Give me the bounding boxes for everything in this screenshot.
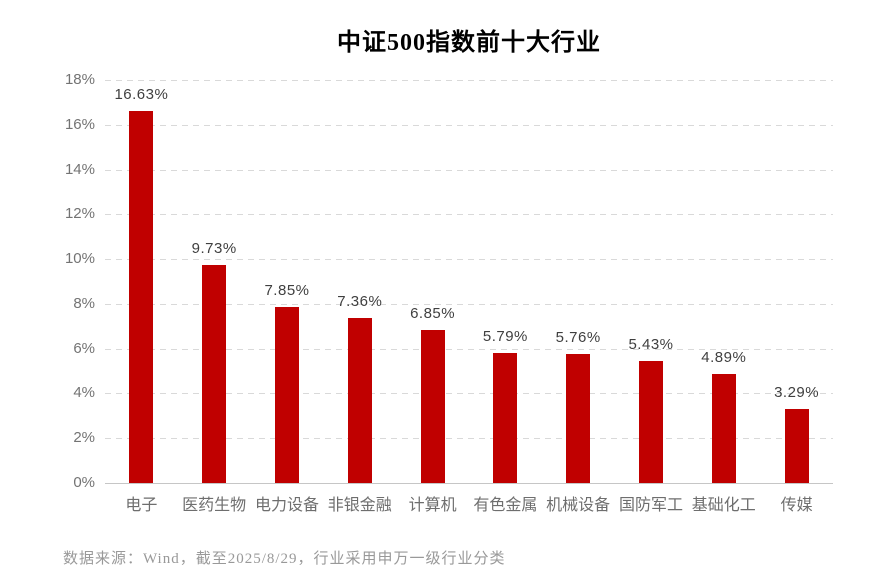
bar-value-label: 7.36% [337, 293, 383, 311]
bar-value-label: 3.29% [774, 384, 820, 402]
gridline [105, 393, 833, 395]
bar [784, 409, 809, 483]
bar [711, 373, 736, 483]
gridline [105, 169, 833, 171]
x-axis-category-label: 基础化工 [691, 497, 756, 514]
chart-title: 中证500指数前十大行业 [337, 30, 601, 56]
gridline [105, 124, 833, 126]
x-axis-category-label: 国防军工 [618, 497, 683, 514]
bar [347, 318, 372, 483]
gridline [105, 80, 833, 81]
y-axis-tick-label: 18% [64, 71, 95, 88]
bar-value-label: 5.79% [482, 328, 528, 346]
y-axis-tick-label: 10% [64, 250, 95, 268]
gridline [105, 303, 833, 305]
x-axis-category-label: 计算机 [408, 497, 457, 514]
x-axis-line [105, 483, 833, 484]
y-axis-tick-label: 0% [73, 474, 95, 491]
gridline [105, 348, 833, 350]
y-axis-tick-label: 16% [64, 115, 95, 133]
bar-value-label: 16.63% [114, 85, 169, 103]
y-axis-tick-label: 4% [73, 384, 95, 402]
bar [275, 307, 299, 483]
x-axis-category-label: 电力设备 [254, 497, 319, 514]
bar-value-label: 9.73% [191, 240, 237, 258]
bar [202, 265, 227, 483]
gridline [105, 259, 833, 261]
x-axis-category-label: 电子 [125, 497, 158, 514]
x-axis-category-label: 传媒 [780, 497, 813, 514]
y-axis-tick-label: 14% [64, 160, 95, 178]
bar-value-label: 5.43% [628, 336, 674, 354]
y-axis-tick-label: 12% [64, 205, 95, 223]
gridline [105, 214, 833, 216]
bar [493, 353, 518, 483]
bar [129, 110, 154, 483]
x-axis-category-label: 医药生物 [182, 497, 247, 514]
bar-value-label: 5.76% [555, 329, 601, 347]
bar-value-label: 7.85% [264, 282, 310, 300]
bar-value-label: 6.85% [410, 304, 456, 322]
x-axis-category-label: 机械设备 [546, 497, 611, 514]
x-axis-category-label: 有色金属 [473, 497, 538, 514]
bar-value-label: 4.89% [701, 348, 747, 366]
y-axis-tick-label: 6% [73, 339, 95, 357]
source-note: 数据来源：Wind，截至2025/8/29，行业采用申万一级行业分类 [63, 551, 506, 567]
gridline [105, 438, 833, 440]
y-axis-tick-label: 8% [73, 294, 95, 312]
bar [420, 329, 445, 483]
bar [639, 361, 663, 483]
x-axis-category-label: 非银金融 [327, 497, 392, 514]
y-axis-tick-label: 2% [73, 429, 95, 447]
bar [566, 354, 591, 483]
